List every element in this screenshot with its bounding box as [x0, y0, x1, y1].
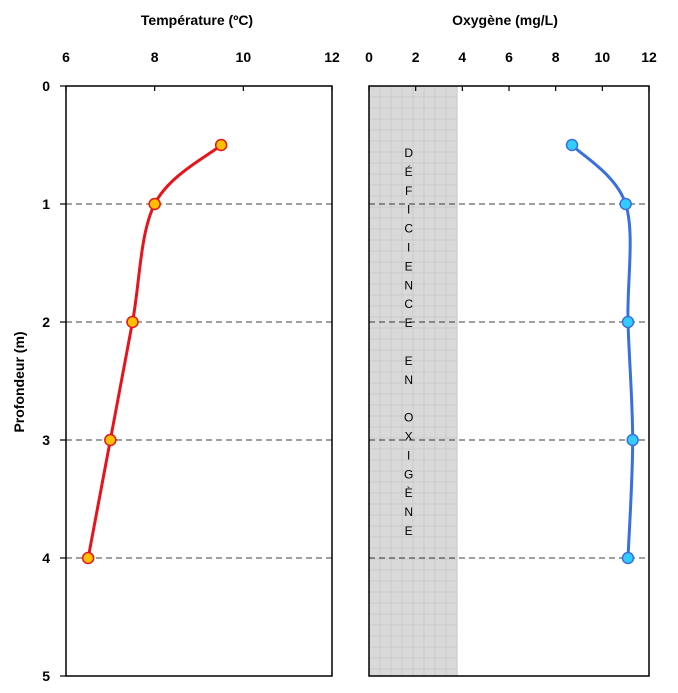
depth-tick-label: 5	[42, 668, 50, 684]
band-label-letter: E	[405, 524, 413, 538]
temperature-panel: Température (ºC) Profondeur (m) 6 8 10 12 0…	[11, 12, 340, 684]
oxygen-data-point	[621, 315, 635, 329]
depth-tick-label: 1	[42, 196, 50, 212]
band-label-letter: N	[404, 505, 413, 519]
band-label-letter: E	[405, 354, 413, 368]
temperature-title: Température (ºC)	[141, 12, 253, 28]
band-label-letter: I	[407, 203, 410, 217]
band-label-letter: É	[405, 164, 413, 179]
band-label-letter: E	[405, 259, 413, 273]
temperature-grid	[66, 203, 332, 559]
oxygen-x-tick-label: 4	[458, 49, 466, 65]
oxygen-data-point	[619, 197, 632, 211]
oxygen-grid	[369, 203, 649, 559]
band-label-letter: È	[405, 485, 413, 500]
oxygen-data-point	[621, 551, 635, 565]
temperature-x-ticks: 6 8 10 12	[62, 49, 340, 91]
temperature-plot-frame	[65, 85, 333, 677]
depth-tick-label: 3	[42, 432, 50, 448]
band-label-letter: O	[404, 411, 413, 425]
depth-y-ticks: 0 1 2 3 4 5	[42, 78, 66, 684]
temperature-data-point	[104, 433, 117, 447]
temperature-data-point	[126, 315, 139, 329]
temperature-data-point	[148, 197, 161, 211]
band-label-letter: G	[404, 467, 413, 481]
oxygen-x-tick-label: 8	[552, 49, 560, 65]
depth-tick-label: 4	[42, 550, 50, 566]
band-label-letter: X	[405, 430, 413, 444]
temperature-x-tick-label: 8	[151, 49, 159, 65]
band-label-letter: F	[405, 184, 412, 198]
band-label-letter: C	[404, 297, 413, 311]
deficiency-band-fill	[369, 86, 458, 676]
y-axis-label: Profondeur (m)	[11, 331, 27, 432]
temperature-data-point	[81, 551, 95, 565]
temperature-x-tick-label: 6	[62, 49, 70, 65]
temperature-x-tick-label: 10	[236, 49, 252, 65]
oxygen-data-point	[565, 138, 579, 152]
band-label-letter: N	[404, 278, 413, 292]
temperature-data-point	[214, 138, 228, 152]
band-label-letter: I	[407, 448, 410, 462]
temperature-series	[81, 138, 228, 565]
oxygen-x-tick-label: 10	[595, 49, 611, 65]
oxygen-x-tick-label: 12	[641, 49, 657, 65]
temperature-x-tick-label: 12	[324, 49, 340, 65]
band-label-letter: N	[404, 373, 413, 387]
band-label-letter: D	[404, 146, 413, 160]
oxygen-series	[565, 138, 639, 565]
oxygen-x-ticks: 0 2 4 6 8 10 12	[365, 49, 657, 91]
band-label-letter: E	[405, 316, 413, 330]
oxygen-x-tick-label: 2	[412, 49, 420, 65]
depth-tick-label: 0	[42, 78, 50, 94]
oxygen-title: Oxygène (mg/L)	[452, 12, 558, 28]
oxygen-x-tick-label: 0	[365, 49, 373, 65]
oxygen-data-point	[626, 433, 639, 447]
depth-tick-label: 2	[42, 314, 50, 330]
band-label-letter: C	[404, 222, 413, 236]
oxygen-x-tick-label: 6	[505, 49, 513, 65]
band-label-letter: I	[407, 241, 410, 255]
